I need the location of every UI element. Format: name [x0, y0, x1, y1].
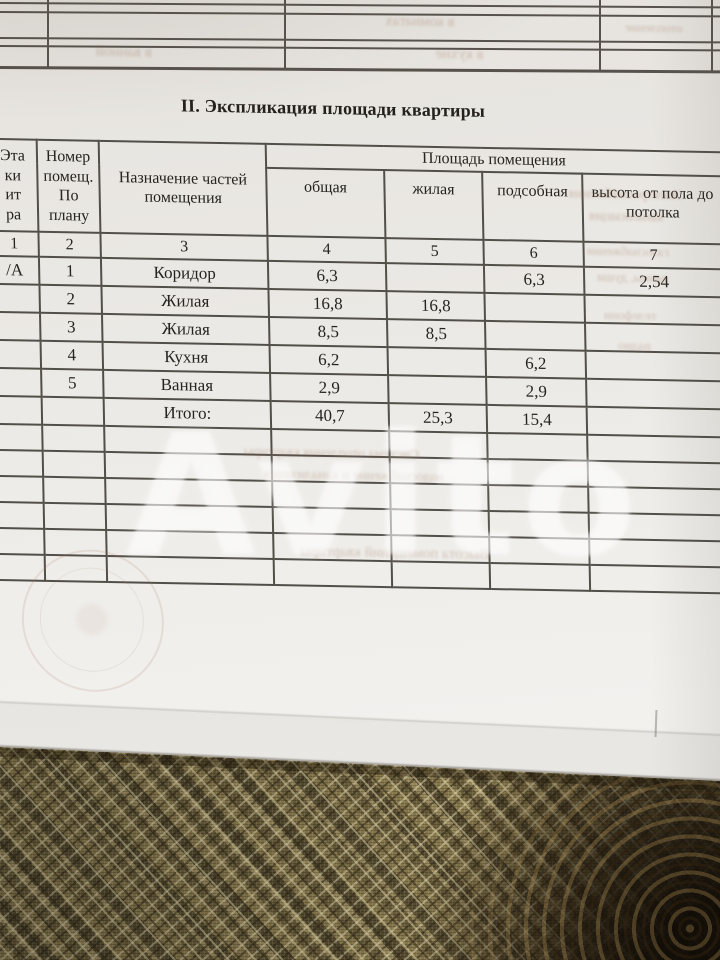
table-cell [41, 396, 105, 426]
table-cell: 1 [38, 256, 102, 286]
col-purpose-header: Назначение частей помещения [98, 140, 268, 236]
table-cell: 6 [483, 239, 584, 267]
ghost-text: в ванной [95, 43, 153, 61]
table-cell [387, 347, 487, 377]
ghost-text: радио [618, 337, 651, 353]
table-cell [0, 395, 43, 425]
col-aux-header: подсобная [482, 171, 584, 242]
table-cell [385, 263, 485, 293]
col-room-number-header: Номер помещ. По плану [36, 139, 101, 233]
table-cell: 4 [267, 235, 386, 264]
table-cell [585, 350, 720, 382]
col-floor-header: Эта ки ит ра [0, 138, 39, 232]
col-total-header: общая [266, 167, 386, 239]
col-living-header: жилая [384, 170, 484, 240]
table-cell [0, 367, 42, 397]
table-cell: 6,3 [483, 264, 585, 295]
table-cell: 6,3 [267, 260, 387, 292]
table-cell: Жилая [101, 313, 270, 345]
dark-tapestry-corner [420, 750, 720, 960]
table-cell: 5 [385, 238, 484, 265]
table-cell [484, 292, 585, 323]
table-cell: 3 [39, 312, 103, 342]
ghost-text: в кухне [435, 45, 484, 63]
table-cell: 6,2 [269, 344, 389, 376]
avito-watermark: Avito [126, 398, 643, 594]
ghost-text: ванны, души [596, 268, 669, 286]
table-cell: 5 [41, 368, 104, 398]
table-cell [584, 322, 720, 354]
table-cell: 6,2 [485, 348, 587, 379]
table-cell: Ванная [103, 369, 271, 401]
section-title: II. Экспликация площади квартиры [180, 95, 486, 121]
ghost-text: в комнатах [385, 13, 455, 31]
table-cell: /А [0, 255, 40, 285]
table-cell: 8,5 [268, 316, 388, 348]
table-cell: 3 [100, 232, 268, 261]
table-cell: 16,8 [268, 288, 387, 320]
table-cell [0, 339, 42, 369]
table-cell: Жилая [101, 285, 269, 317]
table-cell: 8,5 [386, 319, 486, 349]
table-cell: Коридор [100, 257, 269, 289]
ghost-text: газоснабжения [586, 242, 669, 260]
ghost-text: отопление [625, 19, 683, 36]
table-cell: 2 [38, 231, 101, 258]
table-cell [484, 320, 586, 351]
table-cell: 1 [0, 230, 39, 257]
table-cell: 4 [40, 340, 104, 370]
ghost-text: канализация [588, 208, 664, 226]
table-cell: Кухня [102, 341, 271, 373]
table-cell [0, 311, 41, 341]
table-cell: 2 [39, 284, 102, 314]
stamp-core-smudge [75, 603, 109, 636]
table-cell: 16,8 [386, 291, 485, 321]
ghost-text: Электроснабжения [568, 186, 683, 204]
ghost-text: телефони [603, 307, 657, 324]
table-cell [0, 283, 40, 313]
